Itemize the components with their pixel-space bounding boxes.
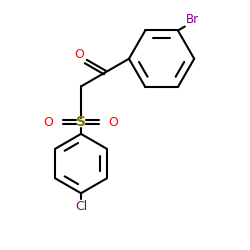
Text: O: O xyxy=(44,116,53,128)
Text: O: O xyxy=(74,48,84,60)
Text: Br: Br xyxy=(186,12,199,26)
Text: S: S xyxy=(76,115,86,129)
Text: O: O xyxy=(109,116,118,128)
Text: Cl: Cl xyxy=(75,200,87,213)
